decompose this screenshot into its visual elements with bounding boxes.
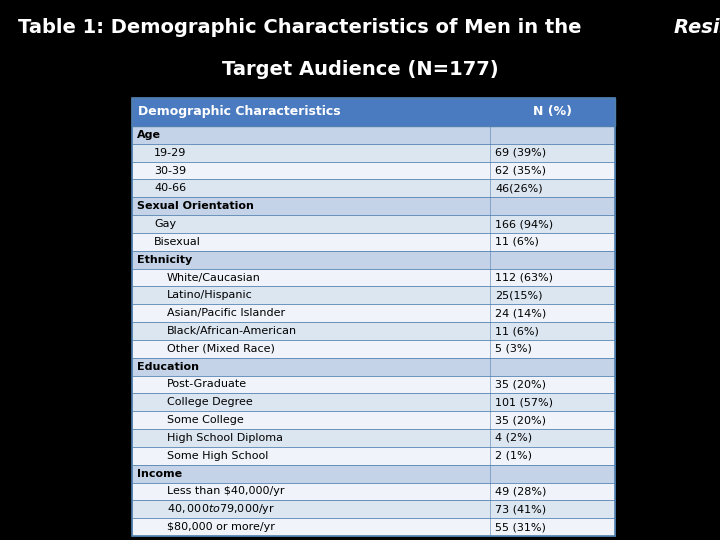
Text: Asian/Pacific Islander: Asian/Pacific Islander <box>167 308 285 318</box>
Text: Black/African-American: Black/African-American <box>167 326 297 336</box>
Text: Gay: Gay <box>154 219 176 229</box>
Text: Sexual Orientation: Sexual Orientation <box>137 201 254 211</box>
Text: Post-Graduate: Post-Graduate <box>167 380 247 389</box>
Text: 112 (63%): 112 (63%) <box>495 273 553 282</box>
Bar <box>132 429 615 447</box>
Bar <box>132 161 615 179</box>
Bar <box>132 197 615 215</box>
Text: High School Diploma: High School Diploma <box>167 433 283 443</box>
Bar <box>132 518 615 536</box>
Text: 30-39: 30-39 <box>154 166 186 176</box>
Text: Target Audience (N=177): Target Audience (N=177) <box>222 60 498 79</box>
Text: Age: Age <box>137 130 161 140</box>
Text: Latino/Hispanic: Latino/Hispanic <box>167 291 253 300</box>
Bar <box>132 465 615 483</box>
Bar <box>132 144 615 161</box>
Bar <box>132 465 615 483</box>
Bar <box>132 126 615 144</box>
Bar <box>132 98 615 536</box>
Bar <box>132 394 615 411</box>
Bar <box>132 340 615 357</box>
Bar <box>132 215 615 233</box>
Text: 46(26%): 46(26%) <box>495 184 543 193</box>
Text: 49 (28%): 49 (28%) <box>495 487 546 496</box>
Bar <box>132 394 615 411</box>
Bar <box>132 98 615 126</box>
Bar <box>132 429 615 447</box>
Text: Table 1: Demographic Characteristics of Men in the: Table 1: Demographic Characteristics of … <box>18 18 588 37</box>
Text: 35 (20%): 35 (20%) <box>495 415 546 425</box>
Bar <box>132 251 615 268</box>
Bar <box>132 233 615 251</box>
Text: 62 (35%): 62 (35%) <box>495 166 546 176</box>
Bar <box>132 304 615 322</box>
Text: 4 (2%): 4 (2%) <box>495 433 532 443</box>
Bar <box>132 286 615 304</box>
Text: Bisexual: Bisexual <box>154 237 201 247</box>
Bar <box>132 322 615 340</box>
Text: 2 (1%): 2 (1%) <box>495 451 532 461</box>
Bar <box>132 251 615 268</box>
Bar <box>132 161 615 179</box>
Text: 25(15%): 25(15%) <box>495 291 542 300</box>
Text: Income: Income <box>137 469 182 478</box>
Text: Less than $40,000/yr: Less than $40,000/yr <box>167 487 284 496</box>
Bar <box>132 375 615 394</box>
Bar <box>132 126 615 144</box>
Text: 55 (31%): 55 (31%) <box>495 522 546 532</box>
Text: Some High School: Some High School <box>167 451 269 461</box>
Text: Some College: Some College <box>167 415 244 425</box>
Bar <box>132 98 615 126</box>
Bar <box>132 268 615 286</box>
Text: 73 (41%): 73 (41%) <box>495 504 546 514</box>
Text: 35 (20%): 35 (20%) <box>495 380 546 389</box>
Bar <box>132 197 615 215</box>
Bar <box>132 179 615 197</box>
Bar <box>132 179 615 197</box>
Text: Education: Education <box>137 362 199 372</box>
Text: College Degree: College Degree <box>167 397 253 407</box>
Text: White/Caucasian: White/Caucasian <box>167 273 261 282</box>
Bar <box>132 322 615 340</box>
Bar <box>132 411 615 429</box>
Text: 101 (57%): 101 (57%) <box>495 397 553 407</box>
Bar <box>132 304 615 322</box>
Bar <box>132 447 615 465</box>
Bar <box>132 144 615 161</box>
Bar <box>132 447 615 465</box>
Text: 69 (39%): 69 (39%) <box>495 148 546 158</box>
Bar <box>132 268 615 286</box>
Bar <box>132 286 615 304</box>
Text: Ethnicity: Ethnicity <box>137 255 192 265</box>
Text: 11 (6%): 11 (6%) <box>495 237 539 247</box>
Text: 40-66: 40-66 <box>154 184 186 193</box>
Text: 5 (3%): 5 (3%) <box>495 344 532 354</box>
Bar <box>132 411 615 429</box>
Bar <box>132 357 615 375</box>
Text: N (%): N (%) <box>533 105 572 118</box>
Text: $40,000 to $79,000/yr: $40,000 to $79,000/yr <box>167 502 275 516</box>
Text: 24 (14%): 24 (14%) <box>495 308 546 318</box>
Bar <box>132 483 615 501</box>
Text: 166 (94%): 166 (94%) <box>495 219 553 229</box>
Text: Other (Mixed Race): Other (Mixed Race) <box>167 344 275 354</box>
Bar <box>132 501 615 518</box>
Text: Resist Meth: Resist Meth <box>674 18 720 37</box>
Bar <box>132 357 615 375</box>
Text: $80,000 or more/yr: $80,000 or more/yr <box>167 522 275 532</box>
Bar <box>132 501 615 518</box>
Bar <box>132 518 615 536</box>
Bar <box>132 233 615 251</box>
Bar <box>132 483 615 501</box>
Bar <box>132 215 615 233</box>
Text: Demographic Characteristics: Demographic Characteristics <box>138 105 341 118</box>
Text: 19-29: 19-29 <box>154 148 186 158</box>
Text: 11 (6%): 11 (6%) <box>495 326 539 336</box>
Bar <box>132 340 615 357</box>
Bar <box>132 375 615 394</box>
